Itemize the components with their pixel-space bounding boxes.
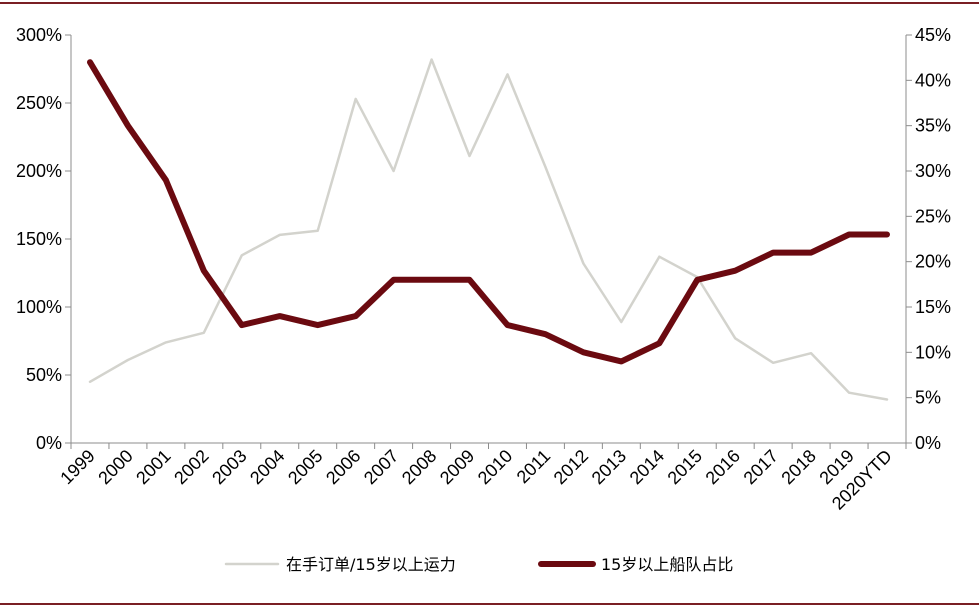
axes: 0% 50% 100% 150% 200% 250% 300% 0% 5% 10% 15% 20% 25… [16, 25, 951, 514]
series-group [87, 58, 890, 401]
x-tick-label: 2015 [664, 446, 706, 488]
x-tick-label: 1999 [56, 446, 98, 488]
left-tick-label: 50% [26, 365, 62, 385]
right-tick-label: 25% [915, 206, 951, 226]
top-rule [0, 2, 979, 4]
x-tick-label: 2008 [398, 446, 440, 488]
series-line-fleet-share [87, 59, 890, 365]
x-tick-label: 2018 [777, 446, 819, 488]
x-tick-label: 2014 [626, 446, 668, 488]
series-line-orderbook-ratio [88, 58, 889, 401]
right-tick-label: 20% [915, 252, 951, 272]
x-tick-label: 2016 [702, 446, 744, 488]
right-tick-label: 10% [915, 342, 951, 362]
x-tick-label: 2011 [513, 446, 555, 488]
right-tick-label: 30% [915, 161, 951, 181]
left-tick-label: 150% [16, 229, 62, 249]
x-tick-label: 2003 [208, 446, 250, 488]
right-tick-label: 15% [915, 297, 951, 317]
x-tick-label: 2006 [322, 446, 364, 488]
x-tick-label: 2017 [740, 446, 782, 488]
x-tick-label: 2010 [474, 446, 516, 488]
legend: 在手订单/15岁以上运力 15岁以上船队占比 [224, 555, 733, 574]
right-tick-label: 35% [915, 116, 951, 136]
legend-label: 在手订单/15岁以上运力 [286, 555, 456, 574]
left-tick-label: 200% [16, 161, 62, 181]
x-tick-label: 2002 [170, 446, 212, 488]
right-tick-label: 5% [915, 388, 941, 408]
x-tick-label: 2013 [588, 446, 630, 488]
right-tick-label: 45% [915, 25, 951, 45]
bottom-rule [0, 603, 979, 605]
right-tick-label: 40% [915, 70, 951, 90]
left-tick-label: 300% [16, 25, 62, 45]
x-tick-label: 2009 [436, 446, 478, 488]
x-tick-label: 2012 [550, 446, 592, 488]
right-tick-label: 0% [915, 433, 941, 453]
x-tick-label: 2001 [132, 446, 174, 488]
left-tick-label: 250% [16, 93, 62, 113]
x-tick-label: 2005 [284, 446, 326, 488]
x-tick-label: 2007 [360, 446, 402, 488]
legend-label: 15岁以上船队占比 [601, 555, 733, 574]
x-tick-label: 2000 [94, 446, 136, 488]
left-tick-label: 0% [36, 433, 62, 453]
x-tick-label: 2004 [246, 446, 288, 488]
left-tick-label: 100% [16, 297, 62, 317]
